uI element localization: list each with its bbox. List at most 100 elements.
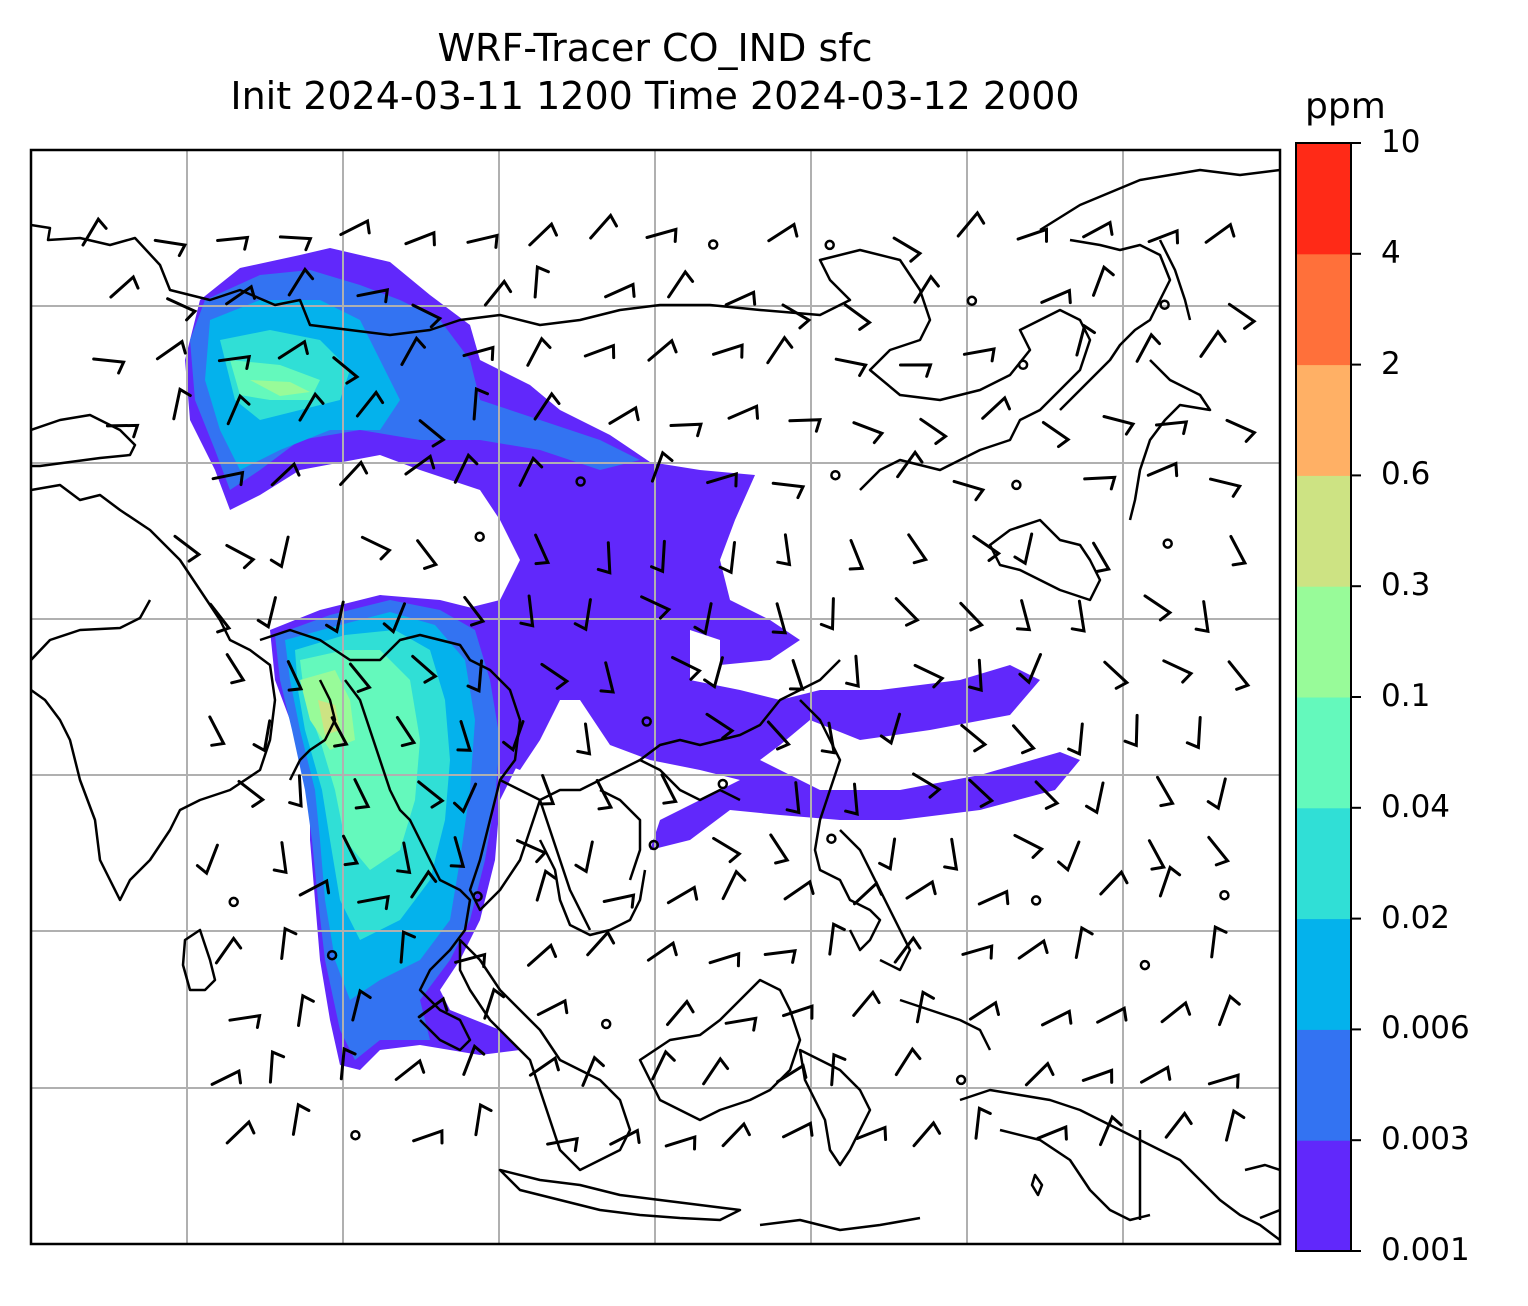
wind-barb xyxy=(153,238,188,258)
wind-barb xyxy=(608,405,640,425)
colorbar-tick-label: 0.04 xyxy=(1381,788,1451,825)
calm-wind-marker xyxy=(474,531,485,542)
wind-barb xyxy=(1018,653,1042,685)
wind-barb xyxy=(330,716,349,748)
wind-barb xyxy=(892,236,923,263)
calm-wind-marker xyxy=(648,839,660,851)
wind-barb xyxy=(1092,264,1115,297)
wind-barb xyxy=(1207,1073,1240,1089)
wind-barb xyxy=(960,723,988,753)
title-line-2: Init 2024-03-11 1200 Time 2024-03-12 200… xyxy=(230,74,1080,118)
wind-barb xyxy=(576,722,592,756)
wind-barb xyxy=(666,999,695,1026)
colorbar-tick-label: 4 xyxy=(1381,234,1401,271)
wind-barb xyxy=(526,336,552,367)
calm-wind-marker xyxy=(228,896,239,908)
wind-barb xyxy=(1096,1005,1128,1024)
calm-wind-marker xyxy=(575,476,586,487)
wind-barb xyxy=(539,774,556,806)
wind-barb xyxy=(703,656,724,690)
wind-barb xyxy=(977,889,1010,906)
wind-barb xyxy=(533,264,550,299)
wind-barb xyxy=(277,339,309,360)
wind-barb xyxy=(1140,1065,1172,1084)
wind-barb xyxy=(1143,594,1173,622)
wind-barb xyxy=(280,926,298,960)
wind-barb xyxy=(195,843,219,876)
wind-barb xyxy=(899,363,933,378)
colorbar xyxy=(1295,142,1361,1252)
wind-barb xyxy=(830,1052,847,1087)
calm-wind-marker xyxy=(717,778,729,790)
wind-barb xyxy=(1158,865,1182,898)
wind-barb xyxy=(356,288,390,304)
wind-barb xyxy=(913,274,940,304)
wind-barb xyxy=(844,782,859,816)
wind-barb xyxy=(693,602,713,636)
wind-barb xyxy=(974,1106,992,1140)
wind-barb xyxy=(214,935,243,965)
colorbar-segment xyxy=(1296,475,1351,587)
wind-barb xyxy=(540,662,570,690)
wind-barb xyxy=(905,879,937,900)
wind-barb xyxy=(348,662,372,693)
wind-barb xyxy=(776,1063,808,1084)
wind-barb xyxy=(287,266,315,297)
wind-barb xyxy=(724,1016,758,1032)
wind-barb xyxy=(109,274,140,299)
wind-barb xyxy=(956,210,986,238)
wind-barb xyxy=(269,535,290,569)
wind-barb xyxy=(1074,925,1094,959)
wind-barb xyxy=(724,290,757,307)
wind-barb xyxy=(418,419,446,448)
map-border xyxy=(29,148,1282,1246)
wind-barb xyxy=(1194,600,1210,634)
calm-wind-marker xyxy=(1219,889,1230,901)
wind-barb xyxy=(943,837,959,871)
calm-wind-marker xyxy=(641,716,652,727)
wind-barb xyxy=(1204,222,1236,244)
wind-barb xyxy=(217,354,252,370)
wind-barb xyxy=(353,778,371,810)
wind-barb xyxy=(453,452,479,484)
wind-barb xyxy=(1036,1124,1068,1141)
calm-wind-marker xyxy=(824,239,835,251)
wind-barb xyxy=(216,235,250,251)
wind-barb xyxy=(155,339,187,361)
wind-barb xyxy=(535,868,557,902)
colorbar-segment xyxy=(1296,143,1351,255)
plume-south-peak xyxy=(318,700,340,735)
wind-barb xyxy=(518,455,544,487)
wind-barb xyxy=(225,653,246,685)
colorbar-tick-label: 2 xyxy=(1381,345,1401,382)
wind-barb xyxy=(896,449,924,479)
wind-barbs xyxy=(81,210,1257,1153)
wind-barb xyxy=(298,878,331,897)
wind-barb xyxy=(410,869,438,899)
wind-barb xyxy=(1012,724,1037,755)
wind-barb xyxy=(574,840,594,874)
wind-barb xyxy=(1199,329,1227,358)
wind-barb xyxy=(913,663,945,689)
wind-barb xyxy=(1099,1114,1123,1147)
wind-barb xyxy=(1225,1108,1246,1142)
wind-barb xyxy=(782,1004,814,1020)
wind-barb xyxy=(596,541,612,575)
wind-barb xyxy=(483,987,506,1020)
wind-barb xyxy=(785,781,801,815)
wind-barb xyxy=(278,235,313,252)
wind-barb xyxy=(1162,659,1194,684)
calm-wind-marker xyxy=(966,295,978,307)
wind-barb xyxy=(981,395,1011,420)
plume-north-max xyxy=(250,380,310,396)
wind-barb xyxy=(788,659,805,691)
wind-barb xyxy=(1135,332,1161,363)
wind-barb xyxy=(1081,1068,1114,1084)
wind-barb xyxy=(919,417,949,445)
wind-barb xyxy=(581,1055,605,1087)
wind-barb xyxy=(1085,781,1105,815)
wind-barb xyxy=(708,951,741,968)
wind-barb xyxy=(1164,1110,1193,1139)
wind-barb xyxy=(342,834,360,867)
wind-barb xyxy=(225,543,256,570)
